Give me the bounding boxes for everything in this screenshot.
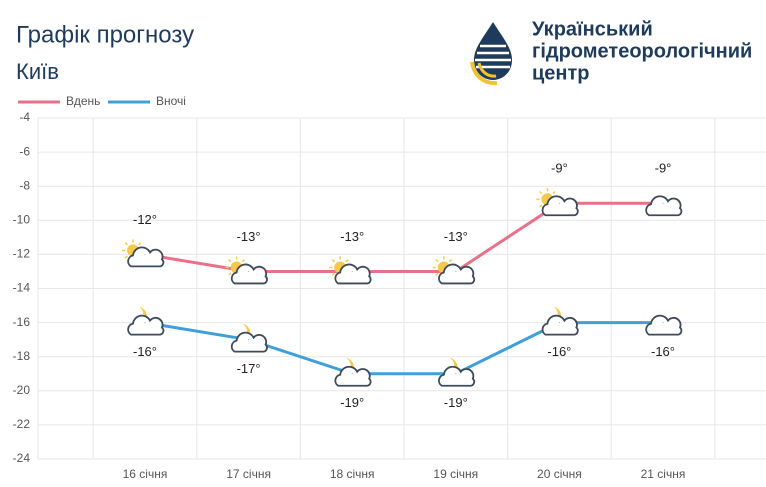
data-label: -12° [133, 212, 157, 227]
sun-ray [124, 255, 128, 259]
sun-ray [228, 272, 232, 276]
cloud [541, 314, 579, 336]
data-point [351, 270, 353, 272]
cloud [230, 263, 268, 285]
data-label: -19° [340, 395, 364, 410]
org-name: Український [532, 18, 653, 40]
weather-icon [334, 357, 372, 387]
org-name: гідрометеорологічний [532, 40, 752, 62]
cloud [645, 314, 683, 336]
data-label: -17° [237, 361, 261, 376]
data-point [144, 253, 146, 255]
cloud [645, 195, 683, 217]
data-label: -16° [133, 344, 157, 359]
sun-ray [552, 190, 556, 195]
org-name: центр [532, 62, 590, 84]
data-point [248, 270, 250, 272]
chart-subtitle: Київ [16, 59, 59, 84]
data-label: -9° [655, 161, 672, 176]
data-point [662, 322, 664, 324]
y-tick-label: -20 [13, 383, 31, 397]
sun-ray [345, 259, 349, 263]
data-label: -13° [237, 229, 261, 244]
y-tick-label: -18 [13, 349, 31, 363]
x-tick-label: 20 січня [537, 467, 582, 481]
cloud [127, 246, 165, 268]
sun-ray [331, 259, 336, 263]
sun-ray [124, 242, 128, 246]
legend-label: Вночі [156, 94, 186, 108]
y-tick-label: -12 [13, 247, 31, 261]
logo [470, 22, 512, 86]
y-tick-label: -22 [13, 417, 31, 431]
data-point [558, 322, 560, 324]
weather-icon [536, 188, 579, 217]
weather-icon [122, 239, 165, 268]
sun-ray [435, 259, 439, 263]
weather-icon [225, 256, 268, 285]
data-label: -16° [651, 344, 675, 359]
x-tick-label: 18 січня [330, 467, 375, 481]
sun-ray [539, 204, 543, 208]
weather-icon [541, 306, 579, 336]
data-label: -19° [444, 395, 468, 410]
data-point [248, 339, 250, 341]
data-label: -16° [547, 344, 571, 359]
y-tick-label: -8 [19, 178, 30, 192]
data-label: -13° [340, 229, 364, 244]
sun-ray [138, 242, 142, 246]
x-tick-label: 21 січня [641, 467, 686, 481]
legend-label: Вдень [66, 94, 100, 108]
cloud [230, 331, 268, 353]
y-tick-label: -10 [13, 212, 31, 226]
data-label: -9° [551, 161, 568, 176]
sun-ray [228, 259, 232, 263]
weather-icon [645, 195, 683, 217]
x-tick-label: 17 січня [226, 467, 271, 481]
y-tick-label: -6 [19, 144, 30, 158]
weather-icon [645, 314, 683, 336]
sun-ray [448, 259, 453, 263]
sun-ray [435, 272, 439, 276]
x-tick-label: 16 січня [123, 467, 168, 481]
weather-icon [230, 323, 268, 353]
sun-ray [539, 190, 543, 195]
weather-icon [127, 306, 165, 336]
data-point [144, 322, 146, 324]
data-point [558, 202, 560, 204]
y-tick-label: -16 [13, 315, 31, 329]
cloud [438, 263, 476, 285]
y-tick-label: -24 [13, 451, 31, 465]
chart-title: Графік прогнозу [16, 21, 194, 48]
cloud [541, 195, 579, 217]
y-tick-label: -14 [13, 281, 31, 295]
data-point [662, 202, 664, 204]
sun-ray [241, 259, 245, 263]
cloud [334, 263, 372, 285]
cloud [438, 365, 476, 387]
data-label: -13° [444, 229, 468, 244]
cloud [127, 314, 165, 336]
y-tick-label: -4 [19, 110, 30, 124]
weather-icon [438, 357, 476, 387]
weather-icon [329, 256, 372, 285]
x-tick-label: 19 січня [433, 467, 478, 481]
data-point [455, 373, 457, 375]
weather-icon [432, 256, 476, 285]
data-point [455, 270, 457, 272]
sun-ray [331, 272, 336, 276]
data-point [351, 373, 353, 375]
cloud [334, 365, 372, 387]
